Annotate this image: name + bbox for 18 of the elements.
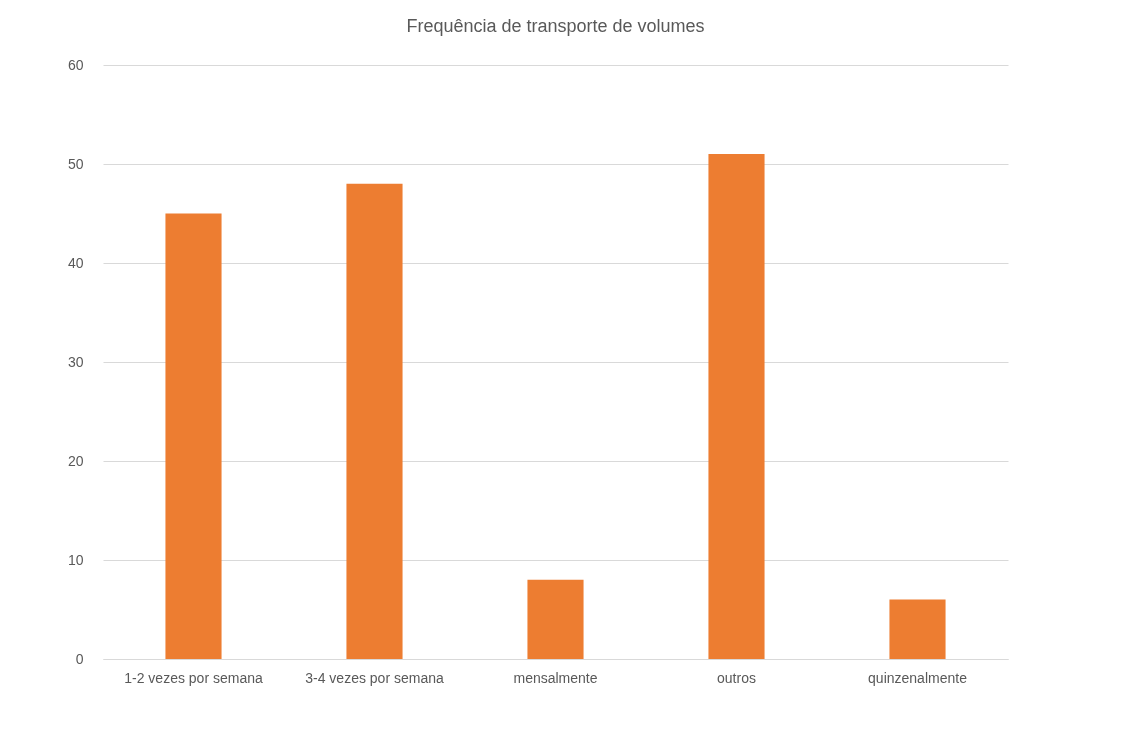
y-tick-label: 0 (75, 650, 84, 667)
bar (346, 183, 403, 659)
y-tick-label: 60 (67, 56, 84, 73)
x-tick-label: mensalmente (513, 669, 598, 686)
y-tick-label: 20 (67, 452, 84, 469)
y-tick-label: 40 (67, 254, 84, 271)
y-tick-label: 50 (67, 155, 84, 172)
bar (889, 599, 946, 659)
chart-title: Frequência de transporte de volumes (406, 16, 705, 36)
bar (708, 154, 765, 659)
x-tick-label: quinzenalmente (868, 669, 968, 686)
y-tick-label: 10 (67, 551, 84, 568)
x-tick-label: 3-4 vezes por semana (305, 669, 444, 686)
bar (527, 579, 584, 659)
x-tick-label: 1-2 vezes por semana (124, 669, 263, 686)
bar (165, 213, 222, 659)
y-tick-label: 30 (67, 353, 84, 370)
x-tick-label: outros (717, 669, 756, 686)
